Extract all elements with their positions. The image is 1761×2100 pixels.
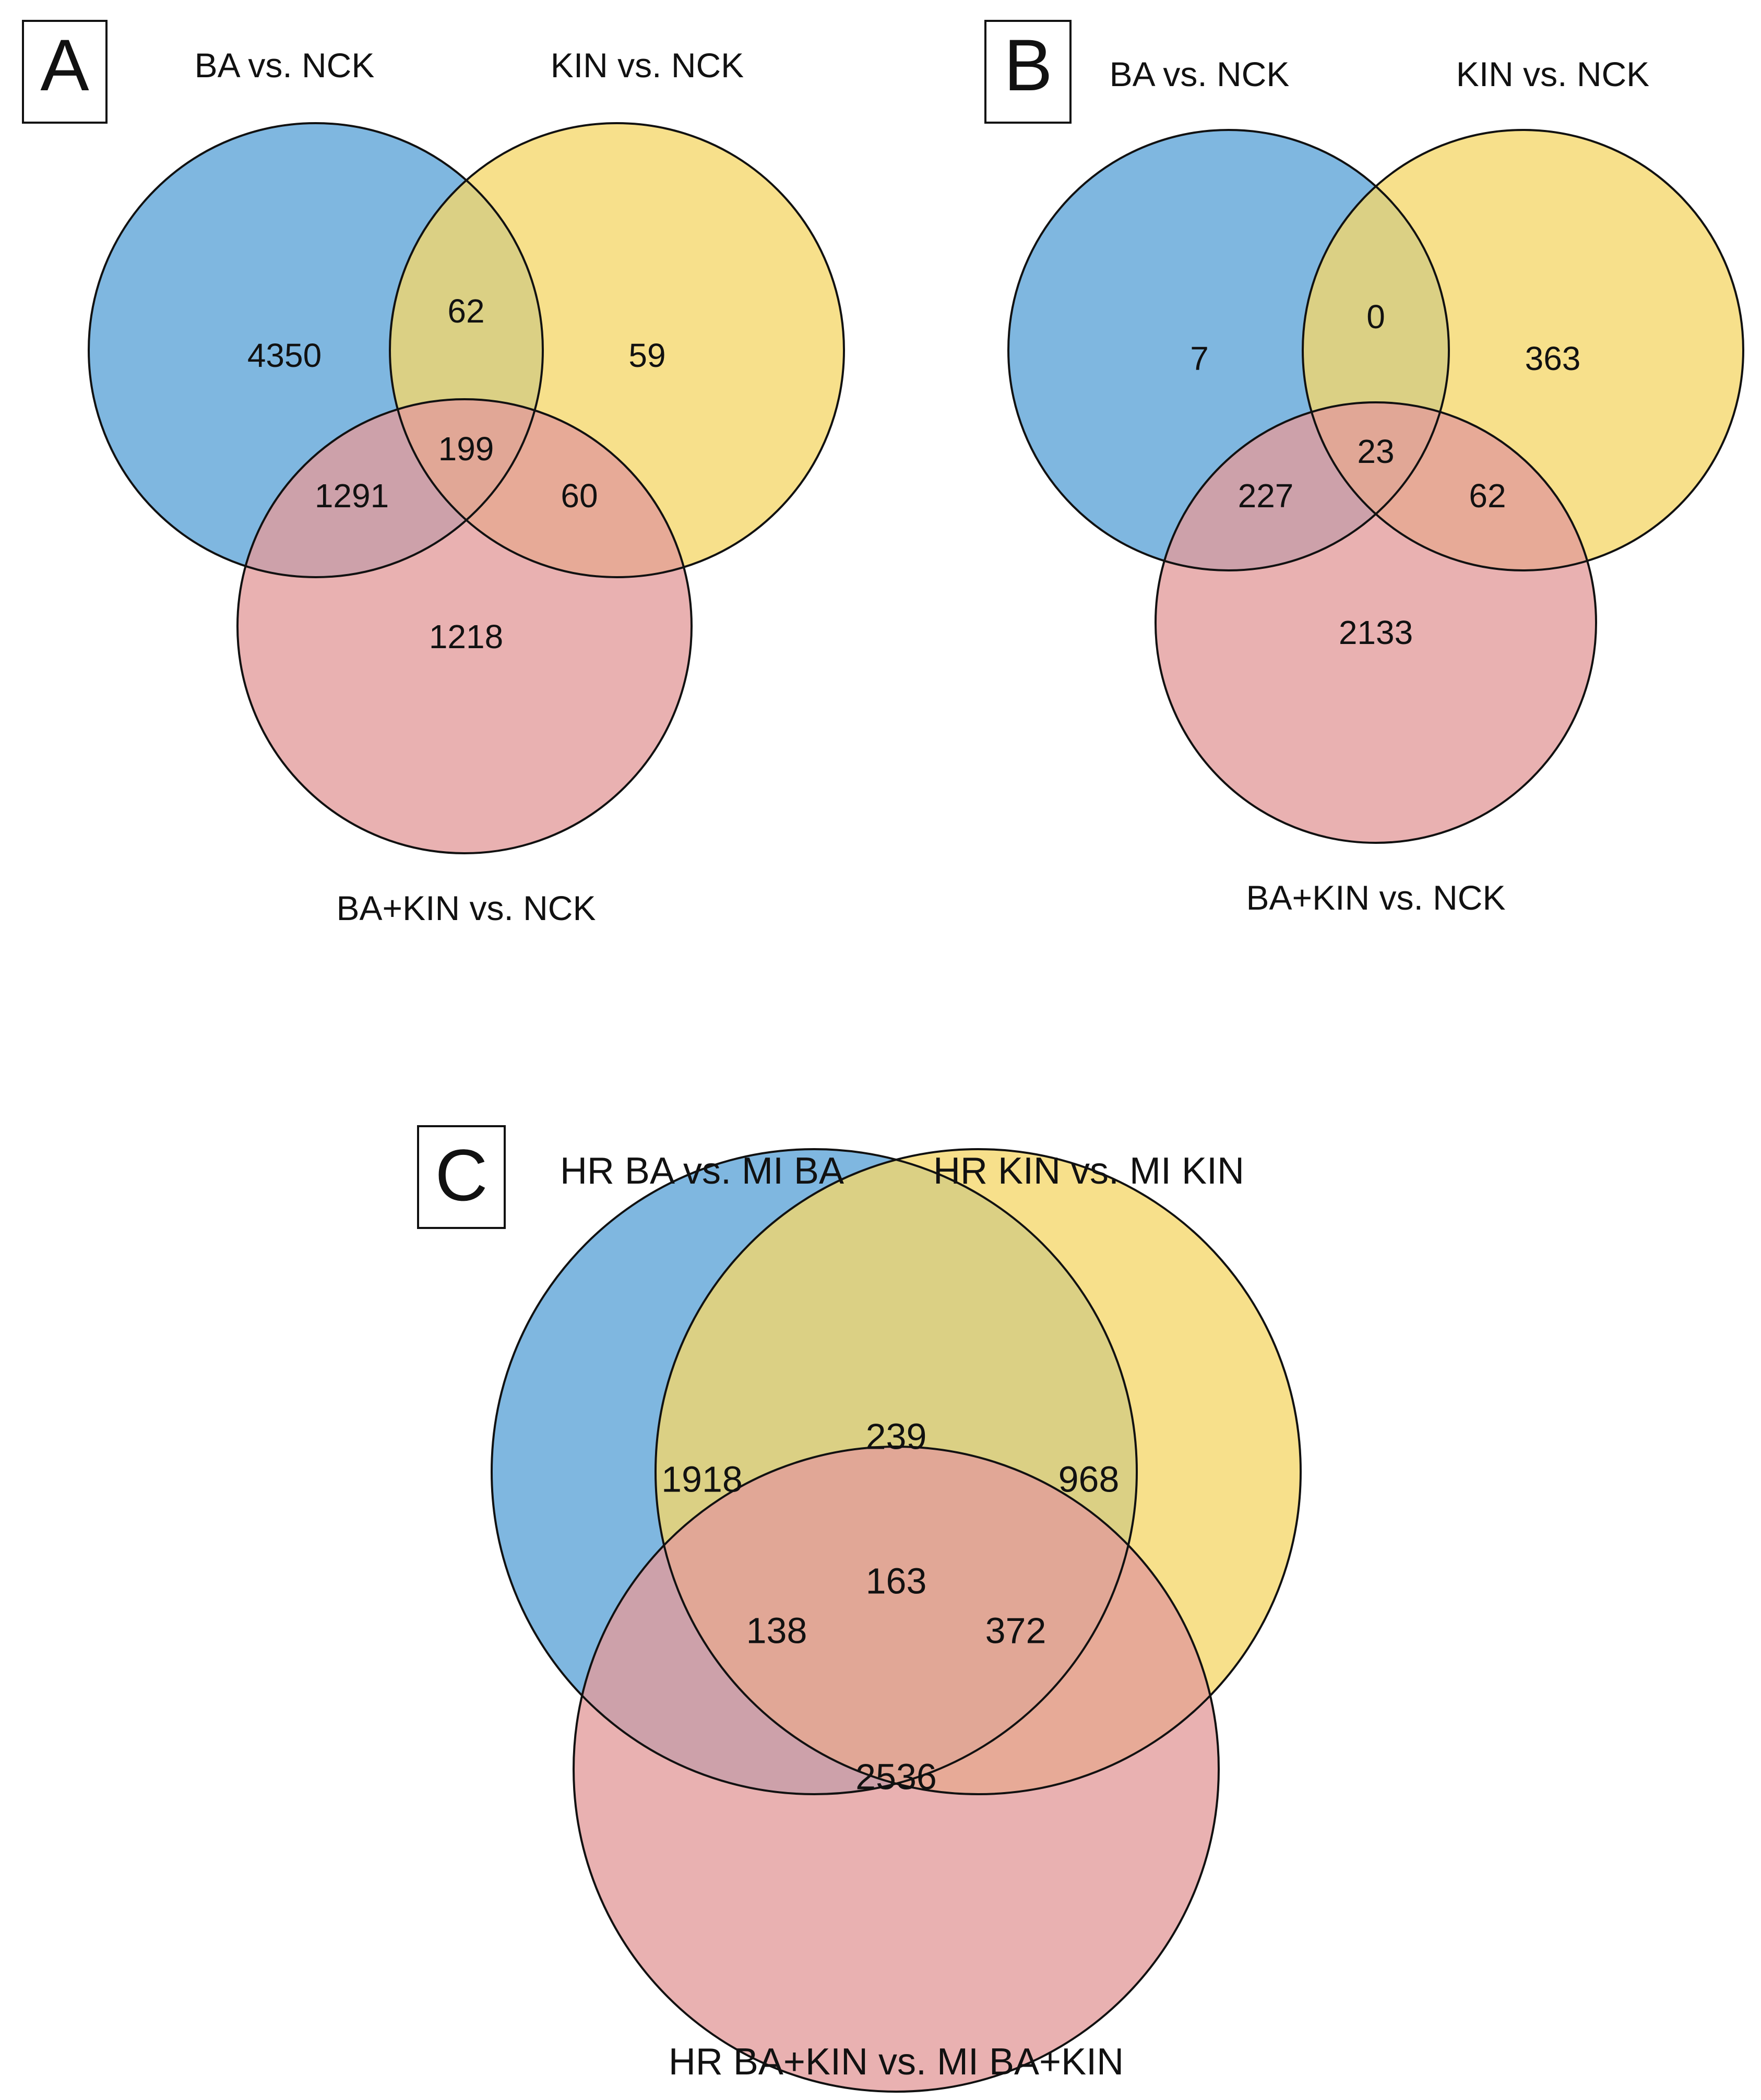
venn-set-3-outline bbox=[573, 1446, 1220, 2093]
venn-set-1-outline bbox=[1007, 129, 1450, 571]
region-count-set-1-3: 138 bbox=[746, 1610, 807, 1651]
panel-letter: C bbox=[435, 1134, 487, 1216]
venn-panel-b: B BA vs. NCK KIN vs. NCK BA+KIN vs. NCK 7 363… bbox=[984, 20, 1744, 917]
region-count-set-1-2: 0 bbox=[1366, 298, 1385, 336]
venn-set-2-outline bbox=[389, 122, 845, 578]
set-label-1: HR BA vs. MI BA bbox=[560, 1150, 844, 1192]
region-count-only-3: 2536 bbox=[855, 1756, 937, 1797]
set-label-1: BA vs. NCK bbox=[195, 46, 375, 85]
set-label-3: BA+KIN vs. NCK bbox=[337, 889, 596, 927]
set-label-3: HR BA+KIN vs. MI BA+KIN bbox=[669, 2041, 1124, 2083]
panel-letter: B bbox=[1004, 24, 1052, 106]
venn-panel-c: C HR BA vs. MI BA HR KIN vs. MI KIN HR BA+K… bbox=[417, 1125, 1302, 2093]
region-count-set-1-3: 227 bbox=[1238, 477, 1294, 515]
region-count-only-1: 4350 bbox=[247, 337, 322, 374]
region-count-only-3: 2133 bbox=[1339, 614, 1413, 651]
region-count-set-1-2-3: 199 bbox=[438, 430, 494, 468]
venn-panel-a: A BA vs. NCK KIN vs. NCK BA+KIN vs. NCK 4350… bbox=[22, 20, 845, 927]
region-count-set-2-3: 372 bbox=[985, 1610, 1046, 1651]
region-count-set-1-2-3: 23 bbox=[1357, 433, 1394, 470]
venn-set-2-outline bbox=[1302, 129, 1744, 571]
venn-set-1-outline bbox=[491, 1148, 1138, 1795]
region-count-set-1-2-3: 163 bbox=[866, 1560, 927, 1601]
panel-letter-box bbox=[22, 20, 108, 124]
venn-set-3-outline bbox=[1155, 401, 1597, 844]
region-count-set-2-3: 60 bbox=[561, 477, 598, 515]
panel-letter-box bbox=[417, 1125, 506, 1229]
venn-set-2-outline bbox=[655, 1148, 1302, 1795]
region-count-set-2-3: 62 bbox=[1469, 477, 1506, 515]
region-count-set-1-2: 62 bbox=[447, 292, 484, 330]
venn-set-3-circle bbox=[237, 399, 692, 853]
region-count-only-2: 59 bbox=[628, 337, 665, 374]
region-count-only-3: 1218 bbox=[429, 618, 503, 655]
venn-set-3-outline bbox=[236, 398, 693, 854]
panel-letter-box bbox=[984, 20, 1072, 124]
region-count-only-2: 363 bbox=[1525, 340, 1581, 377]
set-label-2: KIN vs. NCK bbox=[551, 46, 744, 85]
venn-set-3-circle bbox=[574, 1447, 1219, 2092]
region-count-set-1-3: 1291 bbox=[315, 477, 389, 515]
panel-letter: A bbox=[40, 24, 89, 106]
region-count-only-1: 7 bbox=[1190, 340, 1209, 377]
venn-set-3-circle bbox=[1156, 402, 1596, 843]
set-label-2: HR KIN vs. MI KIN bbox=[933, 1150, 1244, 1192]
set-label-1: BA vs. NCK bbox=[1110, 55, 1290, 93]
venn-set-1-outline bbox=[88, 122, 544, 578]
region-count-only-1: 1918 bbox=[661, 1459, 743, 1499]
region-count-set-1-2: 239 bbox=[866, 1416, 927, 1457]
region-count-only-2: 968 bbox=[1058, 1459, 1120, 1499]
set-label-2: KIN vs. NCK bbox=[1456, 55, 1649, 93]
set-label-3: BA+KIN vs. NCK bbox=[1246, 878, 1506, 917]
